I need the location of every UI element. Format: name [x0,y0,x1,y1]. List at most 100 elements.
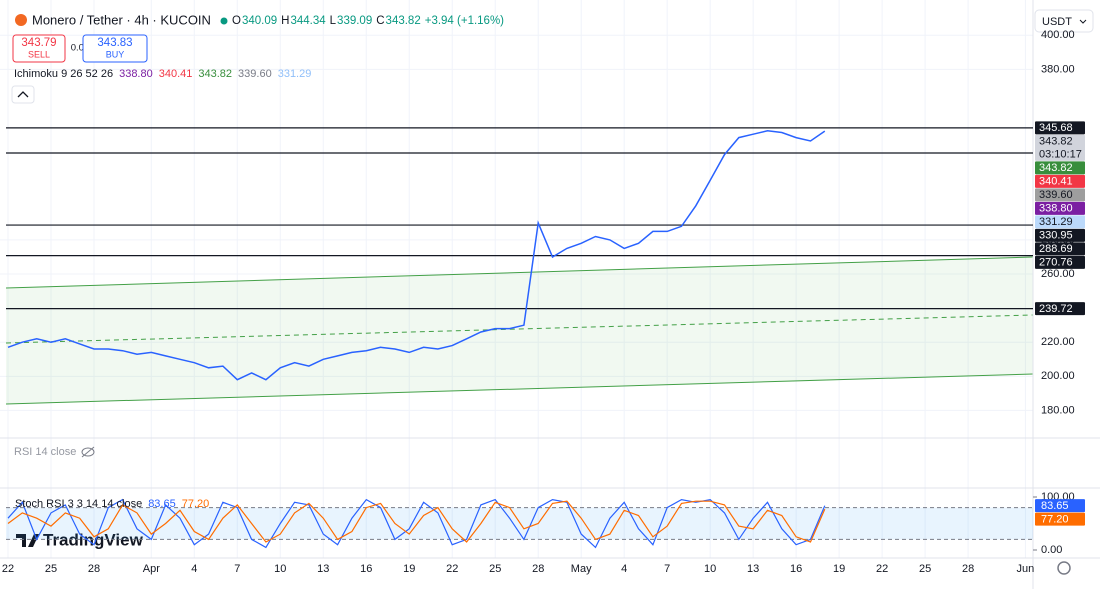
chart-title: Monero / Tether · 4h · KUCOIN [32,12,211,27]
ohlc-value: 344.34 [290,15,326,27]
price-badge [1035,161,1085,175]
settings-icon[interactable] [1057,561,1071,575]
dropdown-caret [1079,19,1087,24]
x-tick-label: 25 [489,563,501,575]
stoch-badge-label: 77.20 [1041,513,1069,525]
x-tick-label: 22 [446,563,458,575]
x-tick-label: 22 [2,563,14,575]
logo-text: TradingView [43,530,144,549]
eye-icon[interactable] [81,447,95,457]
price-badge [1035,188,1085,202]
ohlc-value: 343.82 [386,15,421,27]
price-badge-label: 338.80 [1039,203,1073,215]
indicator-value: 340.41 [159,68,193,80]
x-tick-label: 28 [88,563,100,575]
price-badge [1035,242,1085,256]
y-tick-label: 180.00 [1041,404,1075,416]
x-tick-label: 10 [704,563,716,575]
y-tick-label: 220.00 [1041,336,1075,348]
channel-mid [5,314,1034,344]
ohlc-value: 339.09 [337,15,372,27]
tv-logo-mark [16,534,39,547]
price-badge-label: 340.41 [1039,176,1073,188]
buy-label: BUY [106,49,125,59]
x-tick-label: 22 [876,563,888,575]
y-tick-label: 200.00 [1041,370,1075,382]
rsi-title: RSI 14 close [14,446,76,458]
currency-dropdown[interactable] [1034,9,1094,33]
x-tick-label: 16 [360,563,372,575]
stoch-badge [1035,512,1085,526]
price-badge-label: 331.29 [1039,216,1073,228]
ohlc-value: 340.09 [242,15,277,27]
collapse-button[interactable] [11,85,35,104]
price-badge [1035,134,1085,161]
price-badge-label: 288.69 [1039,243,1073,255]
sell-label: SELL [28,49,50,59]
stoch-badge-label: 83.65 [1041,500,1069,512]
x-tick-label: 19 [833,563,845,575]
x-tick-label: 7 [664,563,670,575]
indicator-value: 331.29 [278,68,312,80]
sell-price: 343.79 [21,37,56,49]
indicator-value: 339.60 [238,68,272,80]
indicator-title: Ichimoku 9 26 52 26 [14,68,113,80]
x-tick-label: Jun [1017,563,1035,575]
status-dot [220,17,228,25]
price-badge-label: 239.72 [1039,303,1073,315]
x-tick-label: 25 [45,563,57,575]
stoch-line [7,498,826,549]
price-badge [1035,201,1085,215]
stoch-badge [1035,499,1085,513]
price-line [7,130,826,381]
channel-fill [6,257,1033,404]
ohlc-label: H [281,15,289,27]
price-badge-label: 339.60 [1039,189,1073,201]
price-badge-label: 330.95 [1039,230,1073,242]
x-tick-label: 7 [234,563,240,575]
spread: 0.04 [71,43,90,54]
price-badge-label: 343.82 [1039,162,1073,174]
x-tick-label: 4 [621,563,627,575]
stoch-line [7,500,826,543]
x-tick-label: 19 [403,563,415,575]
channel [5,256,1034,405]
y-tick-label: 400.00 [1041,29,1075,41]
stoch-legend-value: 77.20 [182,498,210,510]
stoch-y-tick-label: 0.00 [1041,544,1062,556]
x-tick-label: Apr [143,563,160,575]
ohlc-label: O [232,15,241,27]
x-tick-label: May [571,563,592,575]
price-badge [1035,255,1085,269]
price-badge [1035,302,1085,316]
caret-icon [17,91,29,98]
x-tick-label: 28 [532,563,544,575]
sell-button[interactable] [12,34,66,63]
buy-button[interactable] [82,34,148,63]
x-tick-label: 16 [790,563,802,575]
x-tick-label: 10 [274,563,286,575]
y-tick-label: 260.00 [1041,268,1075,280]
price-badge [1035,215,1085,229]
buy-price: 343.83 [97,37,132,49]
price-badge [1035,174,1085,188]
x-tick-label: 28 [962,563,974,575]
x-tick-label: 25 [919,563,931,575]
x-tick-label: 4 [191,563,197,575]
stoch-title: Stoch RSI 3 3 14 14 close [15,498,142,510]
stoch-band [6,507,1033,540]
coin-logo [15,14,27,26]
price-badge-label: 345.68 [1039,122,1073,134]
price-badge-label: 343.82 [1039,136,1073,148]
channel-top [5,256,1034,289]
y-tick-label: 380.00 [1041,63,1075,75]
price-badge [1035,228,1085,242]
stoch-legend-value: 83.65 [148,498,176,510]
change: +3.94 (+1.16%) [425,15,504,27]
channel-bottom [5,373,1034,405]
x-tick-label: 13 [317,563,329,575]
currency: USDT [1042,16,1072,28]
ohlc-label: L [330,15,337,27]
